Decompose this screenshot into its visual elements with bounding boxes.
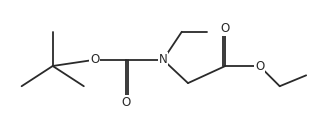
Text: O: O (221, 22, 230, 35)
Text: O: O (121, 96, 131, 109)
Text: O: O (255, 60, 264, 72)
Text: N: N (159, 53, 167, 66)
Text: O: O (90, 53, 99, 66)
